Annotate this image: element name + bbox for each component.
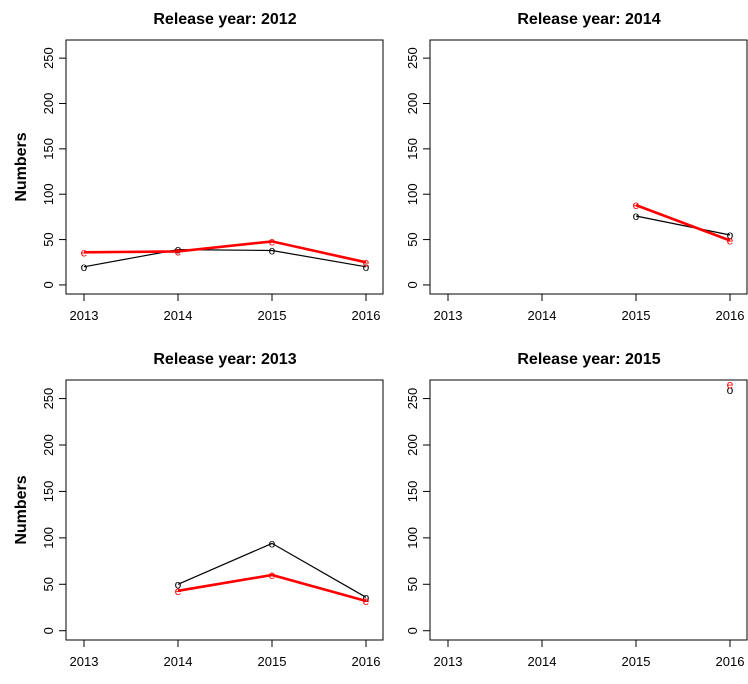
data-point-1: o bbox=[175, 243, 182, 257]
data-point-1: o bbox=[269, 536, 276, 550]
data-point-2: e bbox=[175, 584, 182, 598]
y-tick-label: 200 bbox=[405, 93, 420, 115]
panel-title: Release year: 2014 bbox=[517, 11, 660, 28]
plot-frame bbox=[65, 379, 384, 641]
x-tick-label: 2014 bbox=[164, 654, 193, 669]
data-point-1: o bbox=[175, 577, 182, 591]
x-tick-label: 2014 bbox=[528, 308, 557, 323]
data-point-1: o bbox=[633, 209, 640, 223]
y-tick-label: 150 bbox=[405, 481, 420, 503]
y-tick-label: 50 bbox=[41, 232, 56, 246]
panel-3: Release year: 2013 Numbers 2013 2014 2015 201… bbox=[13, 351, 384, 669]
x-tick-label: 2014 bbox=[528, 654, 557, 669]
data-point-1: o bbox=[269, 243, 276, 257]
panel-4: Release year: 2015 2013 2014 2015 2016 0 50 100… bbox=[405, 351, 748, 669]
series-line-2 bbox=[635, 203, 731, 242]
series-line-1 bbox=[177, 542, 367, 598]
y-tick-label: 0 bbox=[405, 281, 420, 288]
y-tick-label: 100 bbox=[405, 527, 420, 549]
data-point-2: e bbox=[175, 244, 182, 258]
x-tick-label: 2015 bbox=[622, 654, 651, 669]
y-tick-label: 250 bbox=[41, 47, 56, 69]
data-point-2: e bbox=[269, 568, 276, 582]
series-line-1 bbox=[83, 248, 367, 268]
panel-2: Release year: 2014 2013 2014 2015 2016 0 50 100… bbox=[405, 11, 748, 323]
x-tick-label: 2015 bbox=[258, 654, 287, 669]
y-axis-label: Numbers bbox=[13, 475, 30, 544]
plot-frame bbox=[429, 379, 748, 641]
x-tick-label: 2016 bbox=[716, 654, 745, 669]
y-axis-label: Numbers bbox=[13, 132, 30, 201]
data-point-2: e bbox=[269, 234, 276, 248]
plot-frame bbox=[429, 39, 748, 295]
data-point-1: o bbox=[81, 260, 88, 274]
y-tick-label: 150 bbox=[41, 481, 56, 503]
y-tick-label: 150 bbox=[41, 138, 56, 160]
panel-title: Release year: 2013 bbox=[153, 351, 296, 368]
y-tick-label: 200 bbox=[41, 434, 56, 456]
y-tick-label: 250 bbox=[405, 47, 420, 69]
series-line-2 bbox=[177, 573, 367, 603]
panel-1: Release year: 2012 Numbers 2013 2014 2015 201… bbox=[13, 11, 384, 323]
x-tick-label: 2014 bbox=[164, 308, 193, 323]
series-line-1 bbox=[635, 215, 731, 236]
x-tick-label: 2013 bbox=[434, 308, 463, 323]
x-tick-label: 2015 bbox=[622, 308, 651, 323]
x-tick-label: 2013 bbox=[434, 654, 463, 669]
data-point-2: e bbox=[727, 378, 734, 392]
y-tick-label: 100 bbox=[41, 183, 56, 205]
panel-title: Release year: 2012 bbox=[153, 11, 296, 28]
y-tick-label: 50 bbox=[405, 232, 420, 246]
y-tick-label: 150 bbox=[405, 138, 420, 160]
y-tick-label: 0 bbox=[41, 627, 56, 634]
y-tick-label: 0 bbox=[405, 627, 420, 634]
y-tick-label: 50 bbox=[41, 577, 56, 591]
y-tick-label: 100 bbox=[41, 527, 56, 549]
x-tick-label: 2016 bbox=[716, 308, 745, 323]
y-tick-label: 250 bbox=[405, 388, 420, 410]
data-point-2: e bbox=[363, 594, 370, 608]
data-point-2: e bbox=[81, 245, 88, 259]
data-point-1: o bbox=[363, 590, 370, 604]
data-point-1: o bbox=[727, 383, 734, 397]
series-line-2 bbox=[83, 240, 367, 264]
x-tick-label: 2016 bbox=[352, 308, 381, 323]
y-tick-label: 100 bbox=[405, 183, 420, 205]
y-tick-label: 50 bbox=[405, 577, 420, 591]
data-point-1: o bbox=[363, 260, 370, 274]
data-point-1: o bbox=[727, 228, 734, 242]
x-tick-label: 2013 bbox=[70, 308, 99, 323]
y-tick-label: 0 bbox=[41, 281, 56, 288]
y-tick-label: 250 bbox=[41, 388, 56, 410]
data-point-2: e bbox=[633, 198, 640, 212]
x-tick-label: 2015 bbox=[258, 308, 287, 323]
plot-frame bbox=[65, 39, 384, 295]
data-point-2: e bbox=[727, 233, 734, 247]
panel-title: Release year: 2015 bbox=[517, 351, 660, 368]
data-point-2: e bbox=[363, 255, 370, 269]
y-tick-label: 200 bbox=[405, 434, 420, 456]
x-tick-label: 2013 bbox=[70, 654, 99, 669]
x-tick-label: 2016 bbox=[352, 654, 381, 669]
y-tick-label: 200 bbox=[41, 93, 56, 115]
